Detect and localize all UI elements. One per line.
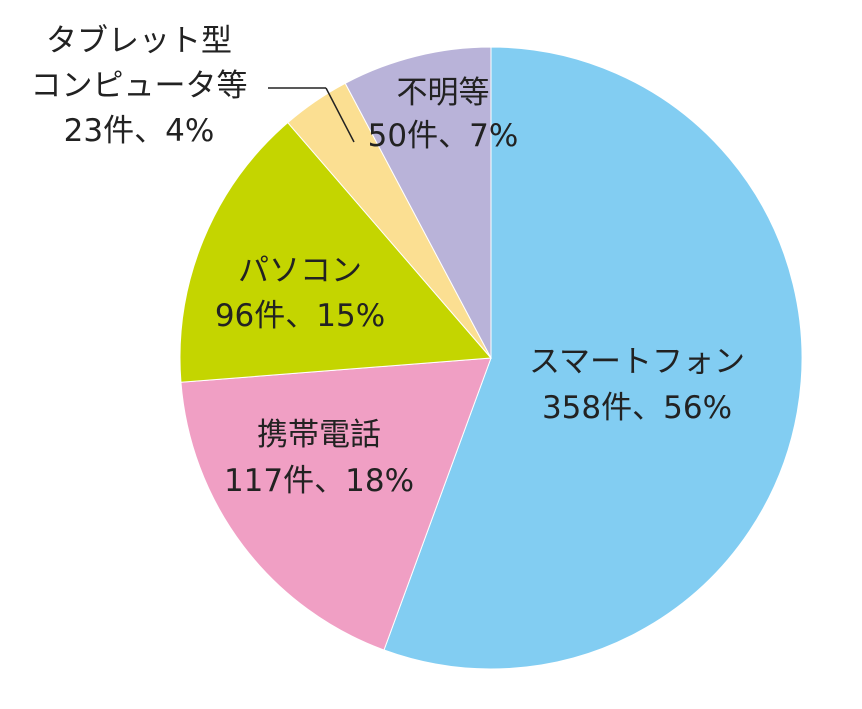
slice-smartphone [383, 46, 803, 670]
pie-slices [179, 46, 803, 670]
tablet-leader-line-diagonal [325, 87, 355, 143]
label-pc-value: 96件、15% [215, 298, 385, 334]
label-smartphone-value: 358件、56% [542, 390, 732, 426]
slice-mobilephone [180, 357, 492, 651]
label-unknown-category: 不明等 [397, 75, 490, 111]
label-mobilephone-value: 117件、18% [224, 463, 414, 499]
label-tablet-category-line1: タブレット型 [46, 23, 232, 59]
slice-unknown [344, 46, 492, 359]
label-mobilephone-category: 携帯電話 [257, 417, 381, 453]
label-smartphone-category: スマートフォン [529, 344, 745, 380]
slice-pc [179, 121, 493, 383]
label-tablet-category-line2: コンピュータ等 [31, 68, 248, 104]
label-unknown-value: 50件、7% [368, 118, 519, 154]
label-tablet-value: 23件、4% [64, 113, 215, 149]
label-pc-category: パソコン [238, 253, 362, 289]
